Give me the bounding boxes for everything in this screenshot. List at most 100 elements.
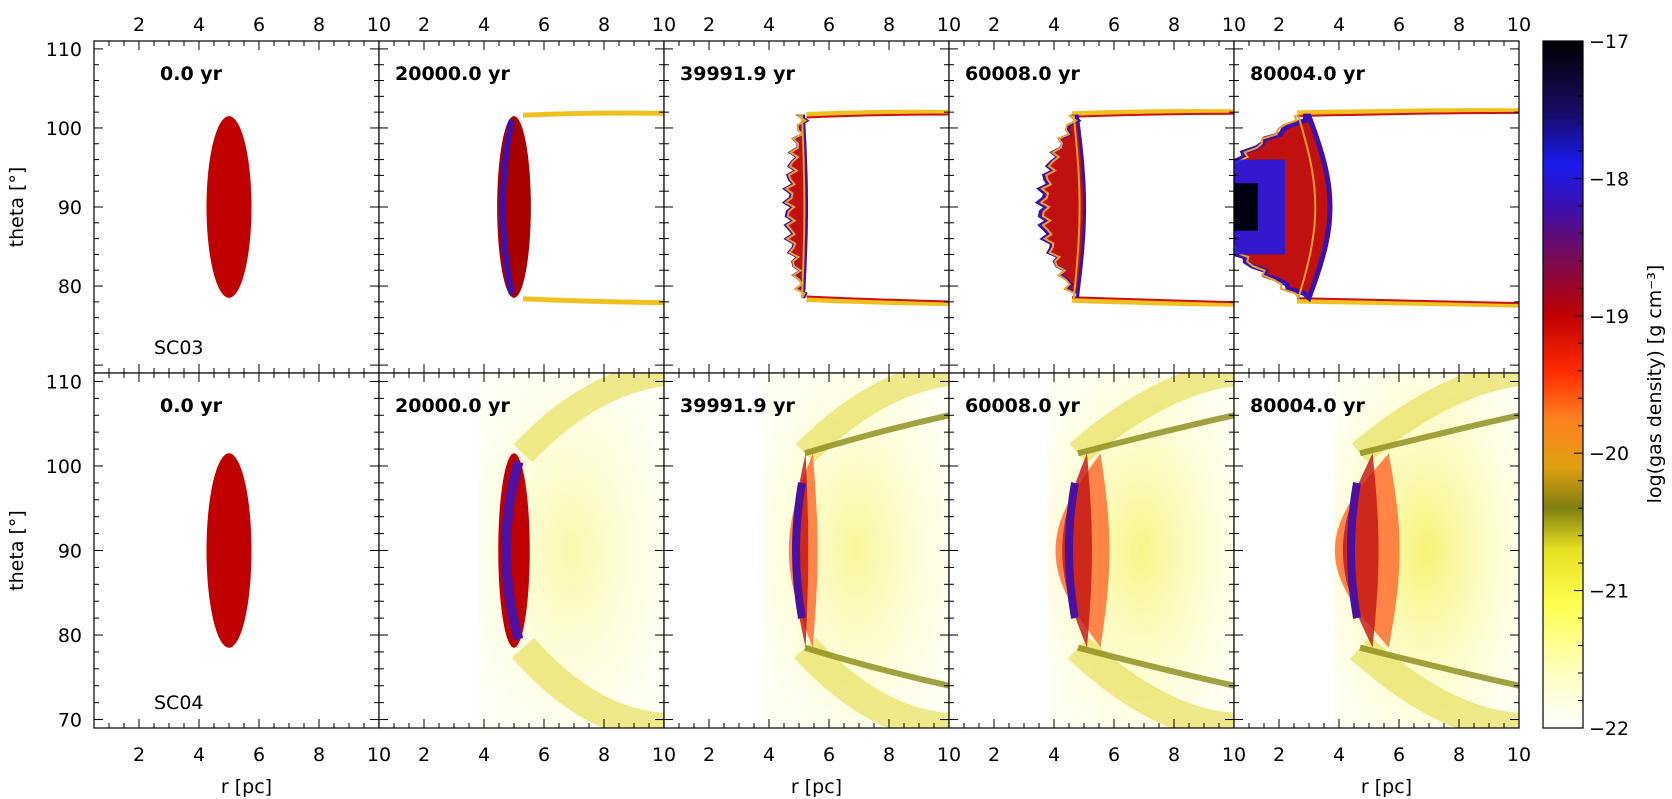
- x-tick-label-bottom: 8: [598, 744, 610, 766]
- time-label: 80004.0 yr: [1250, 63, 1366, 85]
- panel-ticks: [949, 41, 1234, 373]
- shock-front: [499, 119, 515, 295]
- x-tick-label-bottom: 8: [883, 744, 895, 766]
- panel-grid: 0.0 yr SC03 20000.0 yr 39991.9 yr 60008.0 yr…: [93, 40, 1520, 729]
- panel-field: [94, 41, 379, 373]
- x-tick-label-top: 10: [652, 14, 676, 36]
- x-tick-label-bottom: 6: [1393, 744, 1405, 766]
- upper-filament: [1077, 412, 1234, 457]
- panel-ticks: [1234, 373, 1519, 728]
- colorbar-tick-label: −21: [1589, 581, 1629, 603]
- upper-wing-core: [1071, 112, 1234, 118]
- upper-wing: [1296, 108, 1519, 116]
- y-tick-label: 100: [46, 118, 82, 140]
- lower-wing: [1071, 297, 1234, 307]
- x-tick-label-top: 2: [1273, 14, 1285, 36]
- panel-background: [949, 41, 1234, 373]
- x-tick-label-top: 4: [478, 14, 490, 36]
- panel-field: [379, 41, 664, 373]
- x-tick-label-top: 6: [538, 14, 550, 36]
- y-axis-title: theta [°]: [6, 510, 28, 591]
- x-tick-label-bottom: 2: [988, 744, 1000, 766]
- colorbar-label: log(gas density) [g cm⁻³]: [1644, 265, 1666, 504]
- axis-labels: 2 2 4 4 6 6 8 8 10 10 r [pc] 2 2 4 4 6 6 8 8 10 10 2 2 4 4 6 6 8 8 10…: [6, 14, 1531, 798]
- panel-field: [379, 373, 664, 728]
- y-tick-label: 80: [58, 625, 82, 647]
- colorbar: −17 −18 −19 −20 −21 −22 log(gas density) [g c…: [1542, 31, 1666, 740]
- x-tick-label-bottom: 10: [652, 744, 676, 766]
- x-tick-label-bottom: 4: [763, 744, 775, 766]
- upper-wing-core: [1296, 111, 1519, 117]
- panel-field: [1234, 373, 1519, 728]
- lower-filament: [1359, 644, 1519, 689]
- x-tick-label-top: 2: [988, 14, 1000, 36]
- upper-flow: [1069, 373, 1234, 464]
- time-label: 20000.0 yr: [395, 63, 511, 85]
- x-tick-label-bottom: 8: [313, 744, 325, 766]
- run-label: SC04: [154, 692, 204, 714]
- time-label: 39991.9 yr: [680, 63, 796, 85]
- y-axis-title: theta [°]: [6, 167, 28, 248]
- upper-wing-core: [806, 113, 949, 119]
- lower-filament: [804, 644, 949, 689]
- upper-wing: [806, 109, 949, 118]
- time-label: 60008.0 yr: [965, 395, 1081, 417]
- panel-ticks: [664, 41, 949, 373]
- panel-field: [664, 373, 949, 728]
- x-axis-title: r [pc]: [1361, 776, 1412, 798]
- colorbar-ticks: −17 −18 −19 −20 −21 −22: [1574, 31, 1629, 740]
- upper-flow: [513, 373, 664, 463]
- upper-flow: [795, 373, 949, 463]
- panel-ticks: [94, 41, 379, 373]
- colorbar-tick-label: −18: [1589, 168, 1629, 190]
- x-tick-label-top: 2: [418, 14, 430, 36]
- panel-field: [949, 373, 1234, 728]
- x-tick-label-top: 10: [937, 14, 961, 36]
- lower-wing-core: [1296, 297, 1519, 305]
- colorbar-tick-label: −20: [1589, 443, 1629, 465]
- time-label: 80004.0 yr: [1250, 395, 1366, 417]
- time-label: 39991.9 yr: [680, 395, 796, 417]
- x-tick-label-top: 6: [1108, 14, 1120, 36]
- colorbar-tick-label: −22: [1589, 718, 1629, 740]
- panel-r1-c0: 0.0 yr SC04: [93, 372, 380, 729]
- lower-wing: [522, 296, 664, 306]
- panel-ticks: [949, 373, 1234, 728]
- x-tick-label-bottom: 6: [823, 744, 835, 766]
- x-tick-label-bottom: 2: [133, 744, 145, 766]
- x-tick-label-bottom: 2: [1273, 744, 1285, 766]
- x-tick-label-top: 8: [1168, 14, 1180, 36]
- x-tick-label-top: 8: [883, 14, 895, 36]
- x-tick-label-top: 10: [1507, 14, 1531, 36]
- x-tick-label-bottom: 2: [703, 744, 715, 766]
- lower-flow: [793, 637, 949, 728]
- panel-r0-c1: 20000.0 yr: [378, 40, 665, 374]
- time-label: 0.0 yr: [160, 395, 223, 417]
- run-label: SC03: [154, 337, 204, 359]
- shock-front: [501, 460, 524, 641]
- panel-r0-c0: 0.0 yr SC03: [93, 40, 380, 374]
- x-tick-label-bottom: 6: [538, 744, 550, 766]
- x-tick-label-bottom: 10: [937, 744, 961, 766]
- x-tick-label-bottom: 10: [367, 744, 391, 766]
- dense-rim: [1347, 482, 1361, 619]
- lower-wing: [806, 296, 949, 306]
- x-tick-label-bottom: 10: [1507, 744, 1531, 766]
- time-label: 60008.0 yr: [965, 63, 1081, 85]
- dense-rim: [1065, 482, 1079, 619]
- lower-flow: [1067, 636, 1234, 728]
- x-tick-label-bottom: 6: [1108, 744, 1120, 766]
- y-tick-label: 110: [46, 39, 82, 61]
- panel-ticks: [379, 41, 664, 373]
- upper-filament: [804, 412, 949, 457]
- x-tick-label-top: 10: [367, 14, 391, 36]
- time-label: 20000.0 yr: [395, 395, 511, 417]
- panel-r1-c2: 39991.9 yr: [663, 372, 950, 729]
- lower-filament: [1077, 644, 1234, 689]
- x-tick-label-top: 6: [823, 14, 835, 36]
- panel-ticks: [664, 373, 949, 728]
- upper-flow: [1351, 373, 1519, 464]
- panel-field: [1234, 41, 1519, 373]
- colorbar-gradient: [1542, 40, 1584, 729]
